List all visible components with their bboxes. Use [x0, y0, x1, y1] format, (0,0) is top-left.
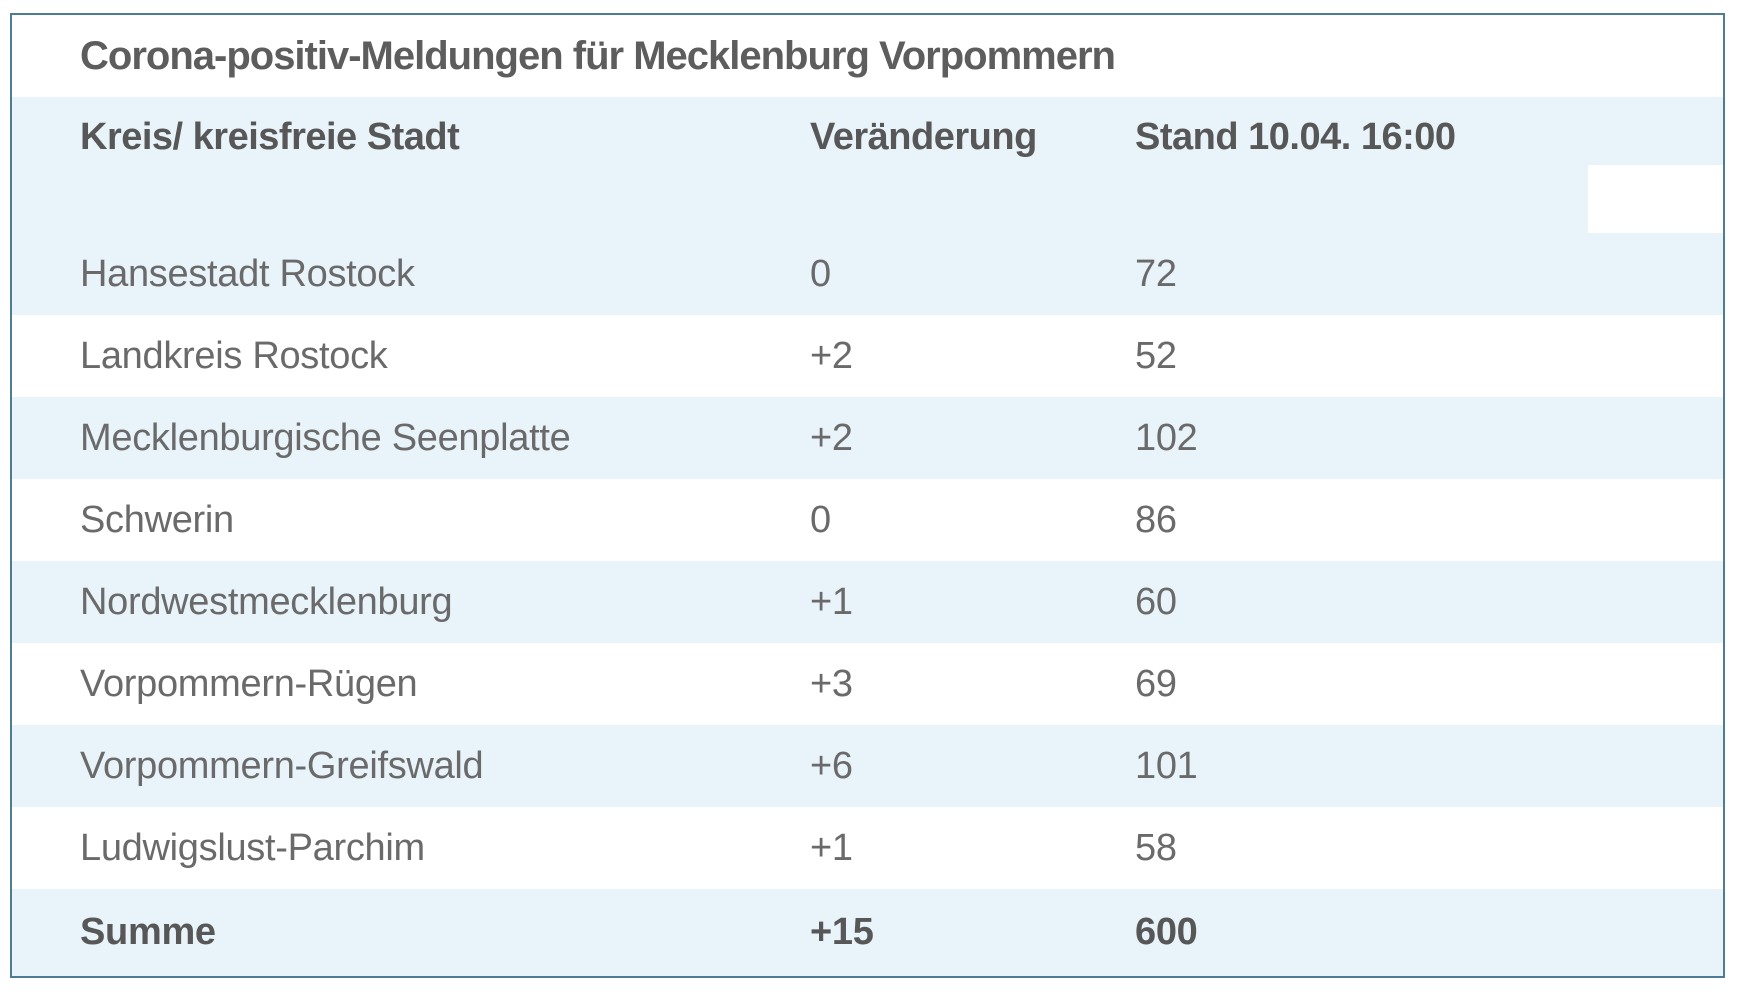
- cell-stand: 101: [1135, 744, 1198, 787]
- table-row: Hansestadt Rostock 0 72: [12, 233, 1723, 315]
- table-row: Mecklenburgische Seenplatte +2 102: [12, 397, 1723, 479]
- column-header-veraenderung: Veränderung: [810, 116, 1037, 158]
- corona-table-panel: Corona-positiv-Meldungen für Mecklenburg…: [10, 13, 1725, 978]
- cell-stand: 60: [1135, 580, 1177, 623]
- cell-veraenderung: +1: [810, 580, 853, 623]
- header-overlay-box: [1588, 165, 1723, 233]
- cell-veraenderung: +2: [810, 334, 853, 377]
- cell-stand: 600: [1135, 911, 1198, 953]
- cell-kreis: Nordwestmecklenburg: [80, 580, 453, 623]
- table-header-row: Kreis/ kreisfreie Stadt Veränderung Stan…: [12, 97, 1723, 233]
- table-title-row: Corona-positiv-Meldungen für Mecklenburg…: [12, 15, 1723, 97]
- table-title: Corona-positiv-Meldungen für Mecklenburg…: [80, 33, 1116, 78]
- cell-veraenderung: 0: [810, 252, 831, 295]
- cell-stand: 86: [1135, 498, 1177, 541]
- cell-veraenderung: 0: [810, 498, 831, 541]
- cell-veraenderung: +3: [810, 662, 853, 705]
- table-row: Ludwigslust-Parchim +1 58: [12, 807, 1723, 889]
- cell-kreis: Landkreis Rostock: [80, 334, 388, 377]
- table-row: Landkreis Rostock +2 52: [12, 315, 1723, 397]
- cell-kreis: Hansestadt Rostock: [80, 252, 415, 295]
- cell-kreis: Summe: [80, 911, 216, 953]
- table-row: Schwerin 0 86: [12, 479, 1723, 561]
- cell-kreis: Vorpommern-Rügen: [80, 662, 418, 705]
- cell-stand: 72: [1135, 252, 1177, 295]
- cell-stand: 52: [1135, 334, 1177, 377]
- table-row: Nordwestmecklenburg +1 60: [12, 561, 1723, 643]
- cell-stand: 102: [1135, 416, 1198, 459]
- cell-kreis: Schwerin: [80, 498, 234, 541]
- table-row-total: Summe +15 600: [12, 889, 1723, 976]
- cell-veraenderung: +15: [810, 911, 874, 953]
- cell-veraenderung: +6: [810, 744, 853, 787]
- cell-kreis: Vorpommern-Greifswald: [80, 744, 484, 787]
- table-row: Vorpommern-Greifswald +6 101: [12, 725, 1723, 807]
- cell-stand: 58: [1135, 826, 1177, 869]
- cell-veraenderung: +2: [810, 416, 853, 459]
- column-header-stand: Stand 10.04. 16:00: [1135, 116, 1456, 158]
- table-row: Vorpommern-Rügen +3 69: [12, 643, 1723, 725]
- cell-stand: 69: [1135, 662, 1177, 705]
- cell-kreis: Ludwigslust-Parchim: [80, 826, 425, 869]
- cell-veraenderung: +1: [810, 826, 853, 869]
- cell-kreis: Mecklenburgische Seenplatte: [80, 416, 571, 459]
- column-header-kreis: Kreis/ kreisfreie Stadt: [80, 116, 460, 158]
- table-body: Hansestadt Rostock 0 72 Landkreis Rostoc…: [12, 233, 1723, 889]
